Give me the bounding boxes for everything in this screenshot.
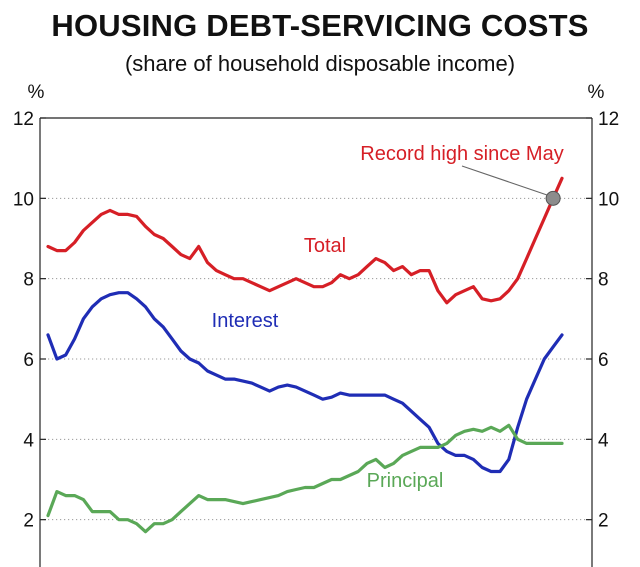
y-tick-label-left: 10	[13, 189, 34, 210]
record-high-marker	[545, 190, 561, 206]
y-axis-ticks: 2 2 4 4 6 6 8 8 10 10 12 12	[13, 109, 619, 532]
y-axis-unit-right: %	[588, 82, 605, 103]
annotation-leader-line	[461, 165, 549, 196]
chart-title: HOUSING DEBT-SERVICING COSTS	[51, 8, 589, 43]
y-tick-label-right: 2	[598, 511, 609, 532]
series-lines: Total Interest Principal	[46, 176, 564, 534]
y-axis-unit-left: %	[28, 82, 45, 103]
y-tick-label-right: 4	[598, 430, 609, 451]
y-tick-label-left: 6	[23, 350, 34, 371]
y-tick-label-left: 4	[23, 430, 34, 451]
chart-subtitle: (share of household disposable income)	[124, 51, 516, 76]
plot-frame	[39, 117, 593, 567]
y-tick-label-left: 8	[23, 270, 34, 291]
series-label-total: Total	[304, 235, 346, 257]
series-label-principal: Principal	[367, 470, 444, 492]
series-label-interest: Interest	[212, 310, 279, 332]
y-tick-label-right: 6	[598, 350, 609, 371]
annotation: Record high since May	[360, 143, 564, 206]
series-line-total	[46, 176, 564, 305]
y-tick-label-right: 12	[598, 109, 619, 130]
y-tick-label-left: 12	[13, 109, 34, 130]
y-tick-label-left: 2	[23, 511, 34, 532]
y-tick-label-right: 8	[598, 270, 609, 291]
y-tick-label-right: 10	[598, 189, 619, 210]
series-line-interest	[46, 291, 564, 474]
series-line-principal	[46, 423, 564, 534]
annotation-label: Record high since May	[360, 143, 563, 165]
